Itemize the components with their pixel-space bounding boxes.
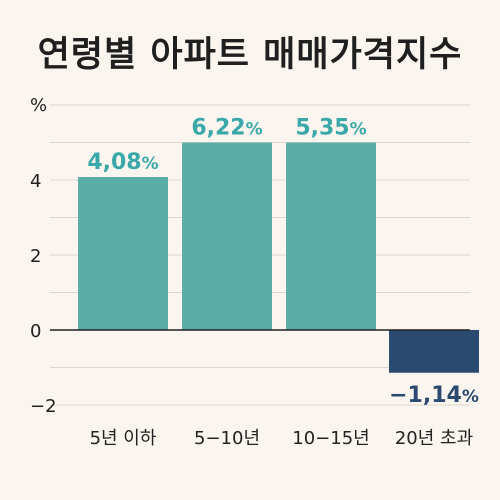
bar bbox=[78, 177, 168, 330]
data-label: 6,22% bbox=[191, 116, 262, 141]
data-label: 4,08% bbox=[87, 150, 158, 175]
bar bbox=[389, 330, 479, 373]
x-tick-label: 5년 이하 bbox=[90, 428, 157, 449]
x-tick-label: 10−15년 bbox=[292, 428, 369, 449]
y-tick-label: 0 bbox=[30, 321, 41, 342]
x-tick-label: 5−10년 bbox=[194, 428, 260, 449]
bar bbox=[286, 142, 376, 330]
data-label: 5,35% bbox=[295, 116, 366, 141]
bar bbox=[182, 142, 272, 330]
y-tick-label: −2 bbox=[30, 396, 57, 417]
x-tick-label: 20년 초과 bbox=[395, 428, 473, 449]
chart-title: 연령별 아파트 매매가격지수 bbox=[37, 35, 463, 75]
y-tick-label: 2 bbox=[30, 246, 41, 267]
data-label: −1,14% bbox=[389, 383, 479, 408]
y-axis-unit: % bbox=[30, 95, 47, 116]
y-tick-label: 4 bbox=[30, 171, 41, 192]
